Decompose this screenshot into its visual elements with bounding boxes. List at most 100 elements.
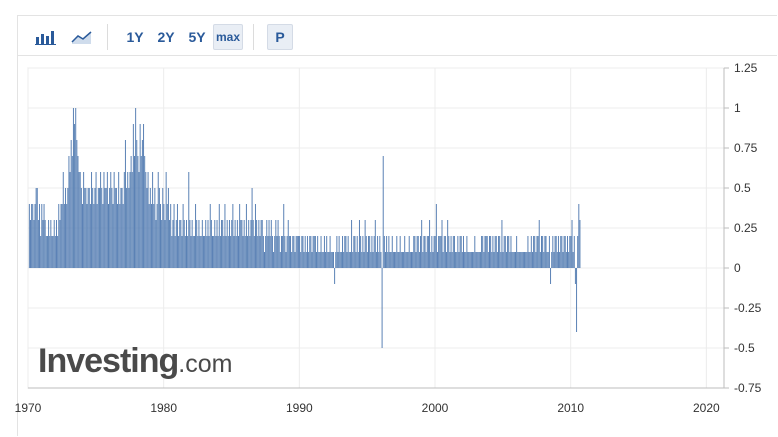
bar (345, 236, 347, 268)
bar (528, 252, 530, 268)
bar (496, 252, 498, 268)
bar (260, 220, 262, 268)
bar (193, 236, 195, 268)
bar (561, 236, 563, 268)
bar (392, 252, 394, 268)
bar (256, 220, 258, 268)
bar (138, 172, 140, 268)
bar (455, 252, 457, 268)
bar (556, 252, 558, 268)
bar (451, 252, 453, 268)
bar (317, 236, 319, 268)
bar (313, 236, 315, 268)
bar (562, 252, 564, 268)
bar (484, 236, 486, 268)
bar (273, 252, 275, 268)
bar (418, 252, 420, 268)
bar (160, 204, 161, 268)
bar (187, 236, 189, 268)
bar (410, 252, 412, 268)
bar (217, 236, 219, 268)
bar (403, 252, 405, 268)
bar (414, 236, 416, 268)
bar (453, 236, 455, 268)
bar (224, 204, 226, 268)
bar (501, 220, 503, 268)
bar-chart-icon[interactable] (31, 24, 61, 50)
bar (60, 204, 62, 268)
bar (536, 236, 538, 268)
x-tick-label: 1970 (15, 401, 42, 415)
bar (517, 252, 519, 268)
bar (235, 236, 237, 268)
bar (106, 172, 108, 268)
bar (297, 236, 299, 268)
bar (486, 236, 488, 268)
bar (198, 220, 200, 268)
bar (302, 236, 304, 268)
bar (165, 172, 167, 268)
bar (417, 236, 419, 268)
bar (331, 252, 333, 268)
bar (529, 252, 531, 268)
bar (134, 156, 135, 268)
bar (542, 236, 544, 268)
bar (54, 236, 56, 268)
bar (228, 220, 230, 268)
bar (265, 236, 267, 268)
bar (87, 188, 89, 268)
bar (102, 204, 104, 268)
bar (485, 236, 487, 268)
bar (227, 236, 229, 268)
y-tick-label: -0.5 (734, 341, 755, 355)
bar (382, 156, 384, 268)
y-tick-label: 0 (734, 261, 741, 275)
range-max-button[interactable]: max (213, 24, 243, 50)
y-tick-label: 0.75 (734, 141, 758, 155)
bar (358, 220, 360, 268)
bar (105, 188, 107, 268)
bar (423, 236, 425, 268)
range-5y-button[interactable]: 5Y (188, 29, 206, 45)
bar (92, 188, 94, 268)
bar (380, 252, 382, 268)
bar (330, 252, 332, 268)
bar (487, 252, 489, 268)
bar (122, 204, 124, 268)
bar (59, 220, 61, 268)
period-p-button[interactable]: P (267, 24, 293, 50)
bar (470, 252, 472, 268)
area-chart-icon[interactable] (67, 24, 97, 50)
bar (522, 252, 524, 268)
bar (318, 252, 320, 268)
range-1y-button[interactable]: 1Y (126, 29, 144, 45)
bar (172, 220, 174, 268)
bar (75, 108, 77, 268)
bar (66, 204, 68, 268)
bar (153, 204, 155, 268)
y-tick-label: 0.5 (734, 181, 751, 195)
bar (270, 220, 272, 268)
bar (74, 124, 76, 268)
bar (436, 252, 438, 268)
bar (337, 252, 339, 268)
bar (383, 236, 385, 268)
bar (432, 252, 434, 268)
bar (29, 220, 31, 268)
bar (510, 236, 512, 268)
bar (357, 252, 359, 268)
bar (244, 236, 246, 268)
bar (245, 204, 247, 268)
bar (405, 252, 407, 268)
bar (78, 172, 80, 268)
bar (342, 236, 344, 268)
bar (573, 236, 575, 268)
bar (98, 188, 100, 268)
bar (234, 220, 236, 268)
bar (41, 204, 43, 268)
bar (525, 252, 527, 268)
bar (394, 252, 396, 268)
bar (143, 124, 145, 268)
bar (184, 236, 186, 268)
range-2y-button[interactable]: 2Y (157, 29, 175, 45)
